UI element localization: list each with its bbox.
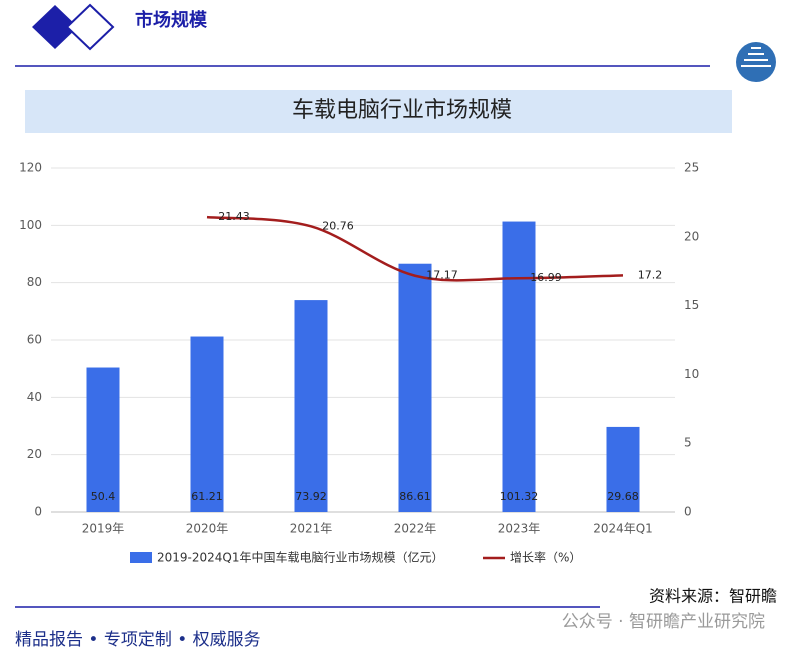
x-tick-label: 2022年	[394, 522, 437, 536]
bar-data-label: 29.68	[607, 490, 639, 503]
watermark: 公众号 · 智研瞻产业研究院	[562, 612, 765, 632]
chart-title: 车载电脑行业市场规模	[292, 98, 512, 123]
bar	[294, 300, 328, 512]
x-tick-label: 2023年	[498, 522, 541, 536]
bar-data-label: 61.21	[191, 490, 223, 503]
bar	[502, 221, 536, 513]
plot: 0 20 40 60 80 100 120 0 5 10 15 20 25 2019年 2020年 2021年…	[19, 161, 699, 565]
y-tick-label: 80	[27, 275, 42, 289]
y-tick-label: 40	[27, 390, 42, 404]
section-title: 市场规模	[135, 9, 208, 31]
line-data-label: 16.99	[530, 271, 562, 284]
x-tick-label: 2021年	[290, 522, 333, 536]
x-tick-label: 2020年	[186, 522, 229, 536]
y-tick-label: 60	[27, 333, 42, 347]
title-banner	[25, 90, 732, 133]
bar-data-label: 50.4	[91, 490, 116, 503]
y2-tick-label: 25	[684, 161, 699, 175]
logo-diamonds	[32, 3, 115, 51]
legend-label: 增长率（%）	[510, 550, 581, 565]
y-tick-label: 100	[19, 218, 42, 232]
y-tick-label: 20	[27, 447, 42, 461]
line-data-label: 17.2	[638, 268, 663, 281]
y-tick-label: 120	[19, 161, 42, 175]
y2-tick-label: 5	[684, 436, 692, 450]
y2-tick-label: 15	[684, 298, 699, 312]
y2-tick-label: 20	[684, 229, 699, 243]
bar	[606, 426, 640, 512]
growth-line	[206, 215, 624, 282]
source: 资料来源：智研瞻	[649, 587, 777, 606]
bar	[86, 367, 120, 512]
bar-data-label: 73.92	[295, 490, 327, 503]
legend-swatch	[130, 552, 152, 563]
y-tick-label: 0	[34, 505, 42, 519]
brand-logo	[736, 42, 776, 82]
bar-data-label: 86.61	[399, 490, 431, 503]
bar	[190, 336, 224, 512]
line-data-label: 17.17	[426, 269, 458, 282]
y2-tick-label: 10	[684, 367, 699, 381]
bar-data-label: 101.32	[500, 490, 539, 503]
line-data-label: 20.76	[322, 219, 354, 232]
legend-label: 2019-2024Q1年中国车载电脑行业市场规模（亿元）	[157, 550, 444, 565]
slogan: 精品报告 • 专项定制 • 权威服务	[15, 630, 261, 650]
x-tick-label: 2019年	[82, 522, 125, 536]
bar	[398, 263, 432, 512]
line-data-label: 21.43	[218, 210, 250, 223]
y2-tick-label: 0	[684, 505, 692, 519]
x-tick-label: 2024年Q1	[593, 522, 653, 536]
